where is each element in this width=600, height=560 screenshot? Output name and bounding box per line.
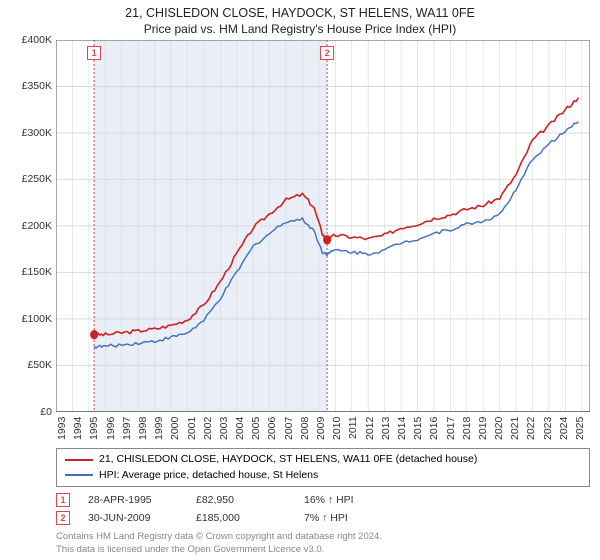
xtick-label: 2003 xyxy=(218,412,234,446)
xtick-label: 2014 xyxy=(396,412,412,446)
xtick-label: 2008 xyxy=(299,412,315,446)
ytick-label: £200K xyxy=(22,220,52,232)
xtick-label: 1998 xyxy=(137,412,153,446)
xtick-label: 2024 xyxy=(558,412,574,446)
legend-row-hpi: HPI: Average price, detached house, St H… xyxy=(65,468,581,484)
xtick-label: 2010 xyxy=(331,412,347,446)
legend: 21, CHISLEDON CLOSE, HAYDOCK, ST HELENS,… xyxy=(56,448,590,488)
xtick-label: 2023 xyxy=(542,412,558,446)
legend-label-hpi: HPI: Average price, detached house, St H… xyxy=(99,468,318,484)
transaction-delta: 16% ↑ HPI xyxy=(304,494,394,506)
xtick-label: 2002 xyxy=(202,412,218,446)
vline-label-2: 2 xyxy=(320,46,334,60)
xtick-label: 2000 xyxy=(169,412,185,446)
vline-label-1: 1 xyxy=(87,46,101,60)
xtick-label: 2012 xyxy=(364,412,380,446)
ytick-label: £300K xyxy=(22,127,52,139)
ytick-label: £150K xyxy=(22,266,52,278)
xtick-label: 2018 xyxy=(461,412,477,446)
xtick-label: 2009 xyxy=(315,412,331,446)
xtick-label: 2004 xyxy=(234,412,250,446)
xtick-label: 2020 xyxy=(493,412,509,446)
transaction-date: 28-APR-1995 xyxy=(88,494,178,506)
ytick-label: £0 xyxy=(40,406,52,418)
plot-area: 12 xyxy=(56,40,590,412)
xtick-label: 2017 xyxy=(445,412,461,446)
x-axis: 1993199419951996199719981999200020012002… xyxy=(56,412,590,446)
legend-swatch-property xyxy=(65,459,93,461)
y-axis: £0£50K£100K£150K£200K£250K£300K£350K£400… xyxy=(10,40,56,412)
chart-area: £0£50K£100K£150K£200K£250K£300K£350K£400… xyxy=(10,40,590,412)
xtick-label: 2005 xyxy=(250,412,266,446)
transaction-price: £185,000 xyxy=(196,512,286,524)
xtick-label: 2022 xyxy=(525,412,541,446)
xtick-label: 2007 xyxy=(283,412,299,446)
xtick-label: 2021 xyxy=(509,412,525,446)
xtick-label: 1996 xyxy=(105,412,121,446)
xtick-label: 1999 xyxy=(153,412,169,446)
legend-swatch-hpi xyxy=(65,474,93,476)
xtick-label: 2001 xyxy=(186,412,202,446)
legend-label-property: 21, CHISLEDON CLOSE, HAYDOCK, ST HELENS,… xyxy=(99,452,477,468)
transaction-marker-1: 1 xyxy=(56,493,70,507)
transaction-row: 1 28-APR-1995 £82,950 16% ↑ HPI xyxy=(56,491,590,509)
xtick-label: 2006 xyxy=(266,412,282,446)
legend-row-property: 21, CHISLEDON CLOSE, HAYDOCK, ST HELENS,… xyxy=(65,452,581,468)
xtick-label: 1995 xyxy=(88,412,104,446)
xtick-label: 2015 xyxy=(412,412,428,446)
xtick-label: 1994 xyxy=(72,412,88,446)
attribution: Contains HM Land Registry data © Crown c… xyxy=(56,531,590,556)
xtick-label: 2019 xyxy=(477,412,493,446)
xtick-label: 2016 xyxy=(428,412,444,446)
transaction-marker-2: 2 xyxy=(56,511,70,525)
xtick-label: 2025 xyxy=(574,412,590,446)
xtick-label: 1993 xyxy=(56,412,72,446)
xtick-label: 2011 xyxy=(347,412,363,446)
ytick-label: £400K xyxy=(22,34,52,46)
chart-title: 21, CHISLEDON CLOSE, HAYDOCK, ST HELENS,… xyxy=(10,6,590,20)
chart-subtitle: Price paid vs. HM Land Registry's House … xyxy=(10,22,590,36)
transaction-row: 2 30-JUN-2009 £185,000 7% ↑ HPI xyxy=(56,509,590,527)
chart-container: 21, CHISLEDON CLOSE, HAYDOCK, ST HELENS,… xyxy=(0,0,600,560)
transactions-table: 1 28-APR-1995 £82,950 16% ↑ HPI 2 30-JUN… xyxy=(56,491,590,527)
ytick-label: £350K xyxy=(22,80,52,92)
ytick-label: £50K xyxy=(27,359,52,371)
xtick-label: 1997 xyxy=(121,412,137,446)
transaction-delta: 7% ↑ HPI xyxy=(304,512,394,524)
ytick-label: £100K xyxy=(22,313,52,325)
plot-svg xyxy=(56,40,590,412)
attribution-line2: This data is licensed under the Open Gov… xyxy=(56,544,590,556)
transaction-price: £82,950 xyxy=(196,494,286,506)
ytick-label: £250K xyxy=(22,173,52,185)
transaction-date: 30-JUN-2009 xyxy=(88,512,178,524)
attribution-line1: Contains HM Land Registry data © Crown c… xyxy=(56,531,590,543)
xtick-label: 2013 xyxy=(380,412,396,446)
